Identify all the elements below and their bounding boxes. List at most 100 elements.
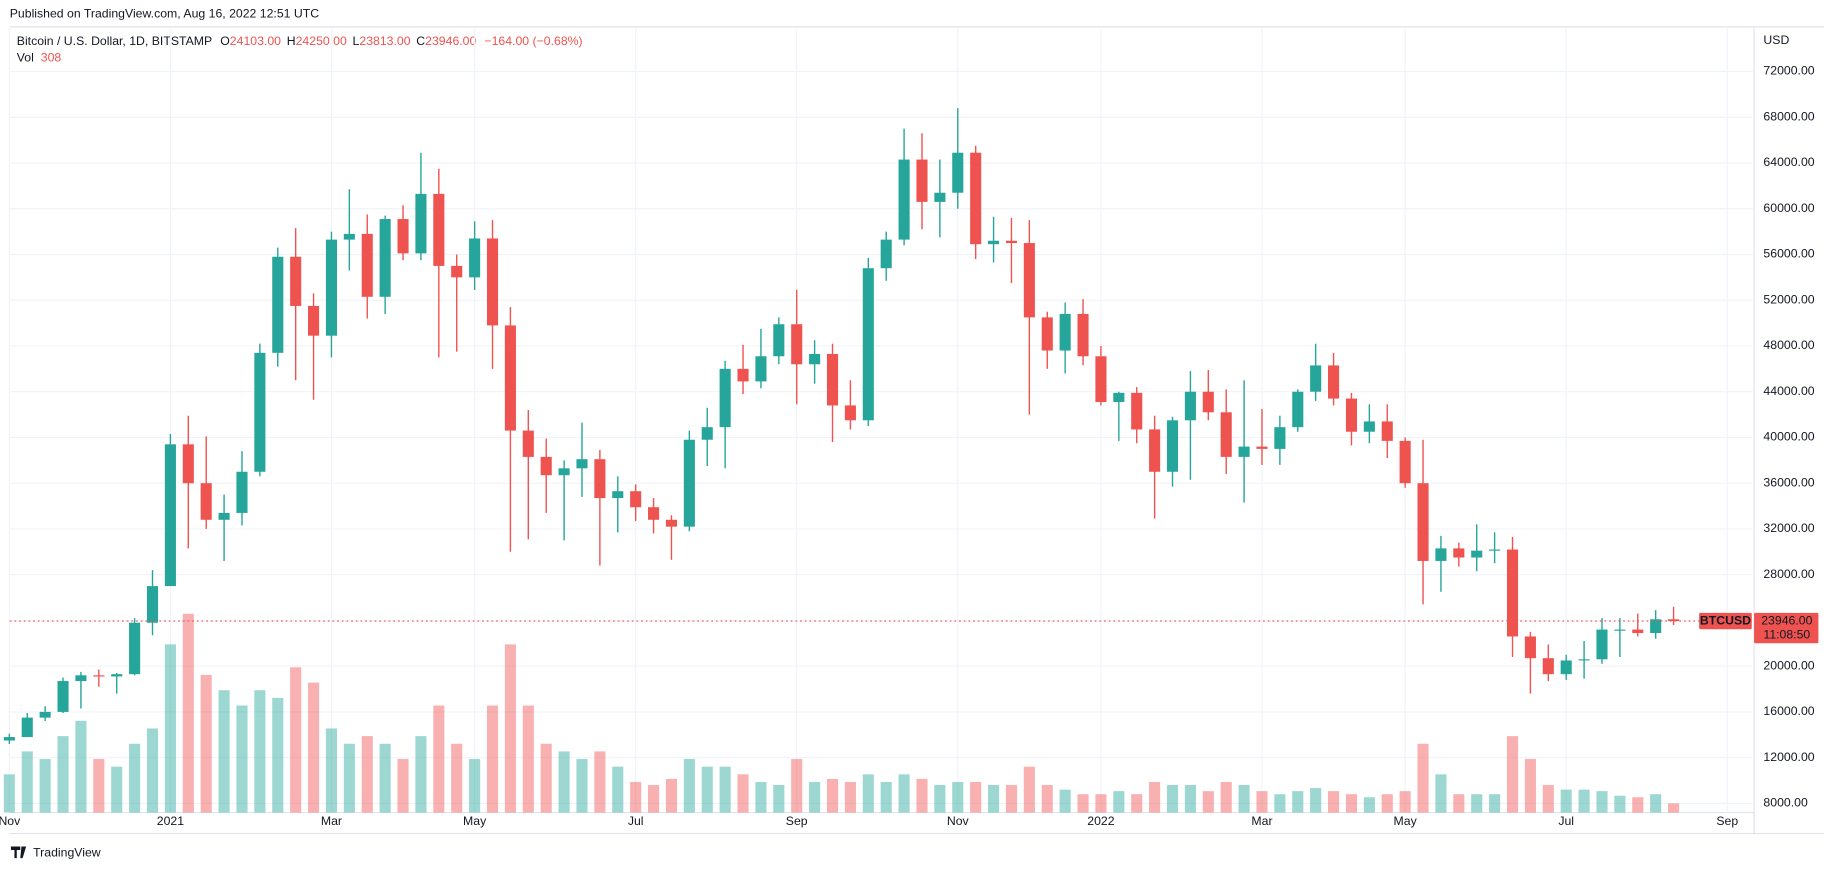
candle-body: [1041, 317, 1053, 351]
volume-bar: [540, 743, 552, 813]
y-tick-label: 68000.00: [1763, 109, 1814, 123]
volume-bar: [665, 778, 678, 813]
candle-body: [1256, 446, 1268, 449]
volume-bar: [1471, 794, 1483, 813]
x-tick-label: Nov: [947, 814, 970, 828]
candle-body: [1614, 629, 1626, 631]
volume-bar: [57, 736, 69, 813]
volume-bar: [1560, 789, 1572, 813]
volume-bar: [39, 759, 51, 813]
volume-bar: [361, 736, 373, 813]
volume-bar: [970, 781, 982, 813]
candle-body: [809, 353, 821, 365]
candle-body: [791, 324, 803, 365]
x-tick-label: May: [463, 814, 487, 828]
volume-bar: [451, 743, 463, 813]
volume-bar: [1184, 785, 1196, 813]
volume-bar: [182, 613, 194, 813]
volume-layer: [3, 613, 1680, 813]
volume-bar: [898, 774, 910, 813]
candle-body: [1328, 365, 1340, 399]
candle-body: [325, 239, 338, 336]
brand: TradingView: [10, 846, 101, 860]
x-tick-label: 2021: [157, 814, 184, 828]
candle-body: [1059, 313, 1071, 351]
candle-body: [737, 368, 749, 382]
published-note: Published on TradingView.com, Aug 16, 20…: [10, 6, 319, 20]
candle-body: [1560, 660, 1572, 675]
candle-body: [558, 468, 570, 476]
candle-body: [1184, 391, 1196, 421]
candle-body: [844, 405, 856, 421]
candle-body: [1077, 313, 1089, 357]
volume-bar: [1274, 794, 1286, 813]
y-tick-label: 16000.00: [1763, 704, 1814, 718]
candle-body: [3, 737, 15, 741]
candle-body: [970, 152, 982, 245]
candle-body: [415, 193, 427, 254]
volume-bar: [1166, 785, 1179, 813]
volume-bar: [1668, 803, 1680, 813]
volume-bar: [146, 728, 159, 813]
volume-bar: [1506, 736, 1519, 813]
volume-bar: [701, 766, 713, 813]
volume-bar: [504, 644, 516, 813]
candle-body: [576, 459, 588, 469]
volume-bar: [1059, 789, 1071, 813]
candle-body: [218, 512, 230, 520]
candle-body: [648, 507, 660, 520]
candle-body: [308, 305, 320, 336]
candle-body: [1238, 446, 1250, 457]
y-tick-label: 40000.00: [1763, 430, 1814, 444]
volume-bar: [594, 751, 606, 813]
volume-bar: [236, 705, 248, 813]
volume-bar: [308, 682, 320, 813]
volume-bar: [844, 781, 856, 813]
candle-body: [504, 325, 516, 431]
candle-body: [1220, 412, 1232, 457]
volume-bar: [1453, 794, 1465, 813]
candle-body: [182, 444, 194, 484]
volume-bar: [129, 743, 141, 813]
candle-body: [254, 352, 266, 472]
y-tick-label: 60000.00: [1763, 201, 1814, 215]
volume-bar: [862, 774, 874, 813]
candle-body: [1023, 243, 1035, 318]
candle-body: [75, 675, 87, 682]
candle-body: [898, 159, 910, 240]
legend-title: Bitcoin / U.S. Dollar, 1D, BITSTAMP: [17, 34, 212, 48]
x-tick-label: Mar: [321, 814, 342, 828]
candle-body: [397, 219, 409, 254]
volume-bar: [1632, 797, 1644, 813]
candle-body: [630, 491, 642, 508]
candle-body: [39, 711, 51, 718]
candle-body: [1149, 429, 1161, 472]
candle-body: [701, 427, 713, 440]
candle-body: [146, 586, 159, 623]
candle-body: [916, 159, 928, 202]
candle-body: [1596, 629, 1608, 660]
x-tick-label: May: [1394, 814, 1418, 828]
volume-bar: [469, 759, 481, 813]
ohlc-value: 24250.00: [296, 34, 347, 48]
candle-body: [1471, 550, 1483, 558]
y-tick-label: 48000.00: [1763, 338, 1814, 352]
candle-body: [1524, 636, 1536, 659]
volume-bar: [1256, 791, 1268, 813]
candle-body: [1292, 391, 1304, 428]
candle-body: [665, 519, 678, 527]
candle-body: [952, 152, 964, 193]
candle-body: [1668, 619, 1680, 622]
volume-bar: [397, 759, 409, 813]
volume-bar: [1149, 781, 1161, 813]
volume-bar: [916, 778, 928, 813]
candle-body: [1578, 659, 1590, 661]
volume-bar: [75, 720, 87, 813]
brand-logo: [10, 846, 27, 859]
candle-body: [1650, 619, 1662, 634]
y-tick-label: 8000.00: [1763, 796, 1808, 810]
candle-body: [129, 622, 141, 675]
ohlc-value: 24103.00: [230, 34, 281, 48]
candle-body: [200, 483, 212, 520]
